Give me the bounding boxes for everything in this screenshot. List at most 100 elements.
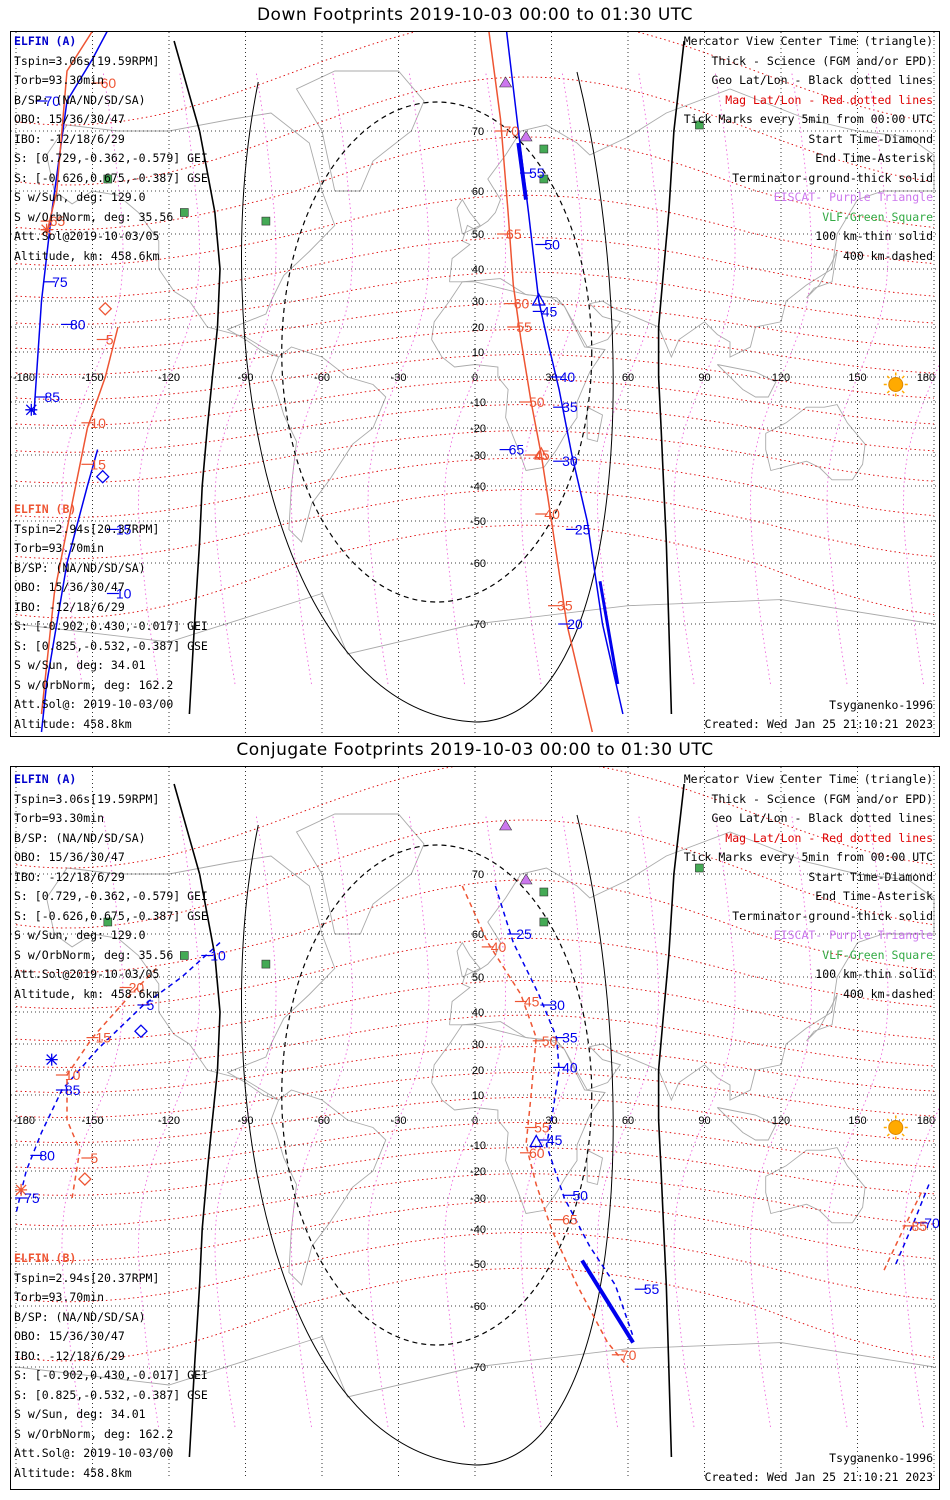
elfin-a-info: ELFIN (A) Tspin=3.06s[19.59RPM] Torb=93.3…: [14, 32, 208, 266]
elfin-a-line: B/SP: (NA/ND/SD/SA): [14, 92, 146, 107]
track-tick-label: 30: [562, 453, 578, 469]
elfin-b-line: IBO: -12/18/6/29: [14, 599, 125, 614]
elfin-b-track: [882, 1192, 922, 1273]
mag-parallel: [15, 1232, 935, 1303]
track-tick-label: 10: [90, 415, 106, 431]
mag-parallel: [15, 1173, 935, 1227]
elfin-b-line: OBO: 15/36/30/47: [14, 1329, 125, 1343]
track-tick-label: 15: [116, 521, 132, 537]
track-tick-label: 65: [50, 213, 66, 229]
coastline: [431, 1021, 606, 1215]
track-tick-label: 35: [557, 598, 573, 614]
sun-ray: [901, 1133, 905, 1137]
elfin-a-line: Altitude, km: 458.6km: [14, 248, 160, 263]
track-tick-label: 35: [562, 399, 578, 415]
lon-label: 30: [545, 372, 557, 384]
sun-ray: [886, 390, 890, 394]
elfin-a-science: [516, 142, 528, 200]
vlf-square: [539, 174, 549, 184]
elfin-b-line: Torb=93.70min: [14, 541, 105, 555]
lat-label: 40: [472, 264, 484, 276]
model-label: Tsyganenko-1996: [829, 698, 933, 712]
lat-label: -70: [470, 1362, 486, 1374]
sun-ray: [901, 375, 905, 379]
vlf-square: [539, 887, 549, 897]
track-tick-label: 40: [562, 1059, 578, 1075]
elfin-a-line: S w/Sun, deg: 129.0: [14, 190, 146, 204]
footprint-boundary-400km: [281, 101, 593, 603]
track-tick-label: 10: [65, 1067, 81, 1083]
track-tick-label: 60: [514, 296, 530, 312]
elfin-a-end-asterisk: [45, 1053, 58, 1066]
coastline: [46, 855, 336, 1101]
lon-label: -150: [81, 372, 103, 384]
track-tick-label: 5: [147, 997, 155, 1013]
terminator-line: [173, 40, 221, 715]
elfin-a-line: Torb=93.30min: [14, 811, 105, 825]
track-tick-label: 55: [529, 165, 545, 181]
legend-entry: Start Time-Diamond: [808, 131, 933, 146]
legend-entry: Mag Lat/Lon - Red dotted lines: [725, 92, 933, 107]
coastline: [806, 251, 838, 299]
mag-parallel: [15, 524, 935, 619]
lon-label: 150: [848, 1115, 866, 1127]
coastline: [586, 1149, 604, 1186]
mag-parallel: [15, 457, 935, 518]
track-tick-label: 50: [529, 394, 545, 410]
mag-parallel: [15, 76, 935, 186]
mag-parallel: [15, 404, 935, 453]
lon-label: -150: [81, 1115, 103, 1127]
vlf-square: [180, 208, 189, 217]
track-tick-label: 15: [90, 456, 106, 472]
mag-parallel: [15, 136, 935, 231]
elfin-b-info: ELFIN (B) Tspin=2.94s[20.37RPM] Torb=93.7…: [14, 1249, 208, 1483]
lat-label: 50: [472, 229, 484, 241]
map-layer: -180 -150 -120 -90 -60 -30 0 30 60 90 120 150 180 70 6…: [11, 767, 939, 1477]
sun-ray: [901, 390, 905, 394]
lat-label: 70: [472, 869, 484, 881]
legend-entry: Tick Marks every 5min from 00:00 UTC: [683, 850, 933, 864]
legend-entry: EISCAT- Purple Triangle: [773, 190, 933, 204]
elfin-a-line: Torb=93.30min: [14, 73, 105, 87]
elfin-b-track: [488, 32, 594, 733]
elfin-a-line: S w/OrbNorm, deg: 35.56: [14, 947, 174, 962]
legend-entry: End Time-Asterisk: [815, 889, 933, 903]
vlf-square: [103, 174, 113, 184]
mag-parallel: [15, 767, 935, 869]
legend-entry: Mag Lat/Lon - Red dotted lines: [725, 830, 933, 845]
created-label: Created: Wed Jan 25 21:10:21 2023: [704, 717, 933, 731]
vlf-square: [103, 917, 113, 927]
coastline: [456, 198, 481, 235]
footprint-boundary-100km: [241, 814, 614, 1466]
lat-label: 70: [472, 126, 484, 138]
lat-label: -10: [470, 397, 486, 409]
terminator-line: [657, 40, 685, 715]
elfin-a-line: S: [0.729,-0.362,-0.579] GEI: [14, 889, 208, 903]
vlf-square: [261, 216, 271, 226]
elfin-a-line: IBO: -12/18/6/29: [14, 131, 125, 146]
mag-parallel: [15, 819, 935, 929]
mag-parallel: [15, 1122, 935, 1169]
track-tick-label: 20: [129, 980, 145, 996]
elfin-b-line: S: [0.825,-0.532,-0.387] GSE: [14, 1387, 208, 1402]
track-tick-label: 80: [70, 316, 86, 332]
elfin-b-line: Altitude: 458.8km: [14, 716, 132, 731]
elfin-b-track: [40, 326, 119, 715]
elfin-b-line: B/SP: (NA/ND/SD/SA): [14, 1309, 146, 1324]
elfin-a-center-triangle: [529, 1134, 544, 1148]
mag-parallel: [15, 237, 935, 299]
sun-icon: [888, 377, 904, 392]
track-tick-label: 15: [96, 1030, 112, 1046]
lon-label: -30: [391, 372, 407, 384]
footprint-boundary-400km: [281, 844, 593, 1346]
lat-label: 50: [472, 972, 484, 984]
lat-label: -60: [470, 1301, 486, 1313]
elfin-a-header: ELFIN (A): [14, 772, 77, 786]
elfin-b-line: Altitude: 458.8km: [14, 1465, 132, 1480]
elfin-a-line: S w/Sun, deg: 129.0: [14, 928, 146, 942]
map-down: -180 -150 -120 -90 -60 -30 0 30 60 90 120 150 180 70 6…: [11, 32, 939, 736]
track-tick-label: 60: [101, 75, 117, 91]
lon-label: -60: [314, 1115, 330, 1127]
track-tick-label: 75: [52, 274, 68, 290]
elfin-b-line: S w/Sun, deg: 34.01: [14, 658, 146, 672]
